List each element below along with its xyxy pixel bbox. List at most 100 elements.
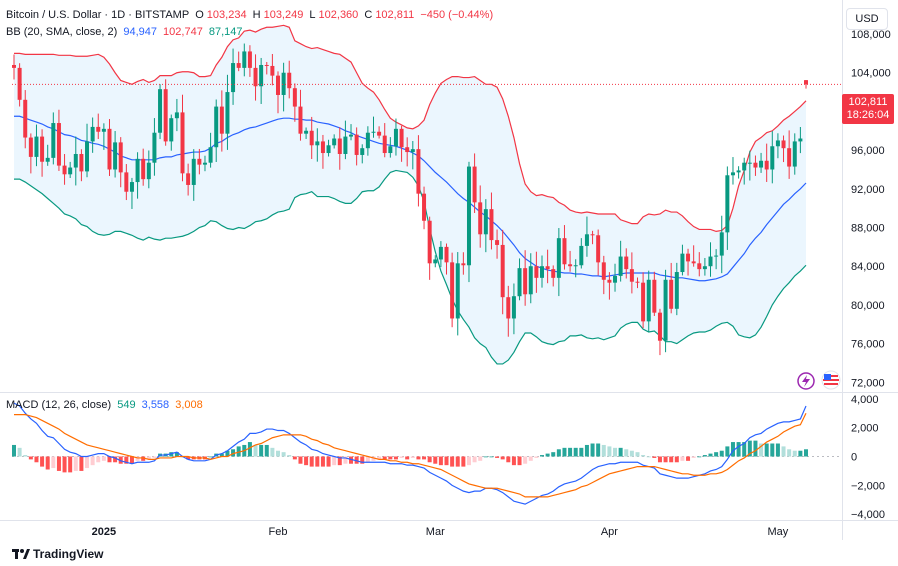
x-tick-label: May bbox=[768, 526, 789, 538]
candle bbox=[360, 144, 365, 164]
candle bbox=[17, 63, 22, 107]
candle bbox=[450, 252, 455, 328]
macd-histogram-bar bbox=[292, 456, 297, 460]
candle bbox=[500, 229, 505, 315]
high-label: H bbox=[252, 9, 261, 21]
high-value: 103,249 bbox=[263, 9, 304, 21]
candle bbox=[101, 123, 106, 150]
close-label: C bbox=[364, 9, 373, 21]
macd-histogram-bar bbox=[787, 449, 792, 457]
macd-histogram-bar bbox=[264, 444, 269, 457]
bb-upper-value: 102,747 bbox=[163, 26, 203, 38]
macd-histogram-bar bbox=[141, 456, 146, 461]
macd-signal-value: 3,008 bbox=[175, 399, 203, 411]
macd-histogram-bar bbox=[596, 443, 601, 457]
candle bbox=[79, 149, 84, 182]
y-tick-label: 80,000 bbox=[851, 300, 885, 312]
macd-histogram-bar bbox=[455, 456, 460, 467]
candle bbox=[489, 192, 494, 250]
lightning-icon[interactable] bbox=[796, 371, 816, 391]
macd-histogram-bar bbox=[719, 450, 724, 457]
bb-basis-value: 94,947 bbox=[123, 26, 157, 38]
macd-y-tick-label: −2,000 bbox=[851, 480, 885, 492]
macd-histogram-bar bbox=[584, 444, 589, 457]
candle bbox=[545, 249, 550, 284]
macd-histogram-bar bbox=[725, 446, 730, 457]
tradingview-logo[interactable]: TradingView bbox=[12, 547, 103, 561]
candle bbox=[455, 252, 460, 336]
macd-legend[interactable]: MACD (12, 26, close) 549 3,558 3,008 bbox=[6, 399, 206, 411]
candle bbox=[315, 128, 320, 162]
candle bbox=[601, 255, 606, 295]
macd-histogram-bar bbox=[629, 450, 634, 457]
us-flag-icon[interactable] bbox=[821, 370, 841, 390]
macd-histogram-bar bbox=[326, 456, 331, 467]
grid bbox=[0, 0, 898, 540]
candle bbox=[124, 164, 129, 201]
candle bbox=[798, 126, 803, 154]
macd-histogram-bar bbox=[399, 456, 404, 458]
tv-logo-icon bbox=[12, 549, 30, 559]
bb-legend[interactable]: BB (20, SMA, close, 2) 94,947 102,747 87… bbox=[6, 26, 246, 38]
currency-button[interactable]: USD bbox=[846, 8, 888, 30]
candle bbox=[96, 113, 101, 139]
macd-histogram-bar bbox=[62, 456, 67, 473]
candle bbox=[337, 127, 342, 170]
candle bbox=[792, 133, 797, 175]
candle bbox=[663, 269, 668, 353]
candle bbox=[332, 134, 337, 149]
candle bbox=[422, 186, 427, 230]
candle bbox=[528, 253, 533, 304]
candle bbox=[163, 79, 168, 146]
macd-histogram-bar bbox=[281, 452, 286, 457]
low-label: L bbox=[309, 9, 316, 21]
candle bbox=[208, 132, 213, 168]
macd-histogram-bar bbox=[388, 456, 393, 460]
y-tick-label: 104,000 bbox=[851, 68, 891, 80]
macd-histogram-bar bbox=[579, 447, 584, 457]
candle bbox=[23, 90, 28, 149]
candle bbox=[28, 133, 33, 174]
candle bbox=[568, 250, 573, 272]
macd-y-tick-label: 4,000 bbox=[851, 394, 879, 406]
macd-histogram-bar bbox=[231, 449, 236, 457]
bb-basis-line bbox=[14, 115, 807, 282]
macd-histogram-bar bbox=[444, 456, 449, 466]
macd-histogram-bar bbox=[568, 447, 573, 457]
candle bbox=[405, 137, 410, 167]
macd-histogram-bar bbox=[416, 456, 421, 460]
candle bbox=[40, 129, 45, 177]
macd-histogram-bar bbox=[405, 456, 410, 460]
symbol-title[interactable]: Bitcoin / U.S. Dollar · 1D · BITSTAMP bbox=[6, 9, 190, 21]
macd-histogram-bar bbox=[51, 456, 56, 469]
macd-hist-value: 549 bbox=[117, 399, 136, 411]
macd-histogram-bar bbox=[422, 456, 427, 460]
macd-histogram-bar bbox=[674, 456, 679, 463]
macd-histogram-bar bbox=[320, 456, 325, 467]
macd-histogram-bar bbox=[34, 456, 39, 463]
candle bbox=[253, 54, 258, 101]
candle bbox=[320, 134, 325, 169]
candle bbox=[349, 124, 354, 141]
macd-histogram-bar bbox=[427, 456, 432, 463]
candle bbox=[12, 54, 16, 80]
macd-histogram-bar bbox=[113, 456, 118, 463]
macd-histogram-bar bbox=[747, 440, 752, 457]
macd-histogram-bar bbox=[534, 456, 539, 458]
macd-histogram-bar bbox=[601, 444, 606, 457]
candle bbox=[174, 98, 179, 132]
macd-histogram-bar bbox=[562, 447, 567, 457]
macd-histogram-bar bbox=[304, 456, 309, 466]
candle bbox=[674, 262, 679, 316]
candle bbox=[511, 283, 516, 335]
macd-histogram-bar bbox=[736, 442, 741, 457]
macd-histogram-bar bbox=[17, 447, 22, 457]
macd-histogram-bar bbox=[169, 452, 174, 457]
macd-histogram-bar bbox=[343, 456, 348, 464]
y-tick-label: 92,000 bbox=[851, 184, 885, 196]
candle bbox=[85, 123, 90, 178]
macd-histogram-bar bbox=[253, 444, 258, 457]
candle bbox=[135, 152, 140, 199]
